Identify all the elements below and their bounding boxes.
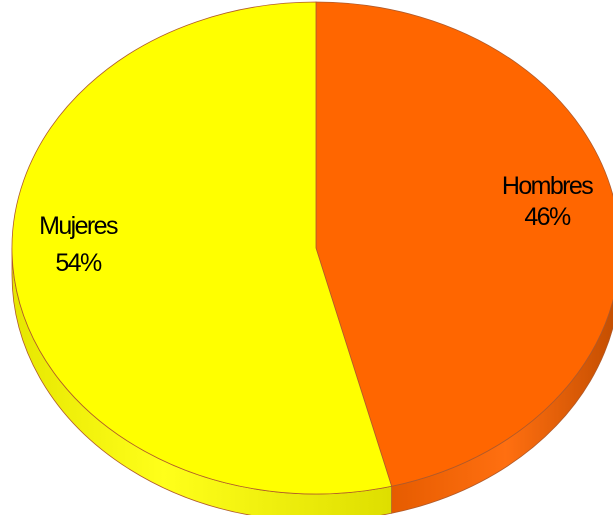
pie-labels: Hombres 46% Mujeres 54% (39, 172, 595, 277)
slice-hombres (315, 1, 613, 487)
slice-label-name-mujeres: Mujeres (39, 212, 118, 240)
slice-label-pct-mujeres: 54% (55, 249, 102, 277)
slice-mujeres (11, 1, 393, 495)
slice-label-pct-hombres: 46% (524, 203, 571, 231)
slice-label-name-hombres: Hombres (502, 172, 593, 200)
pie-top-faces (11, 1, 613, 495)
